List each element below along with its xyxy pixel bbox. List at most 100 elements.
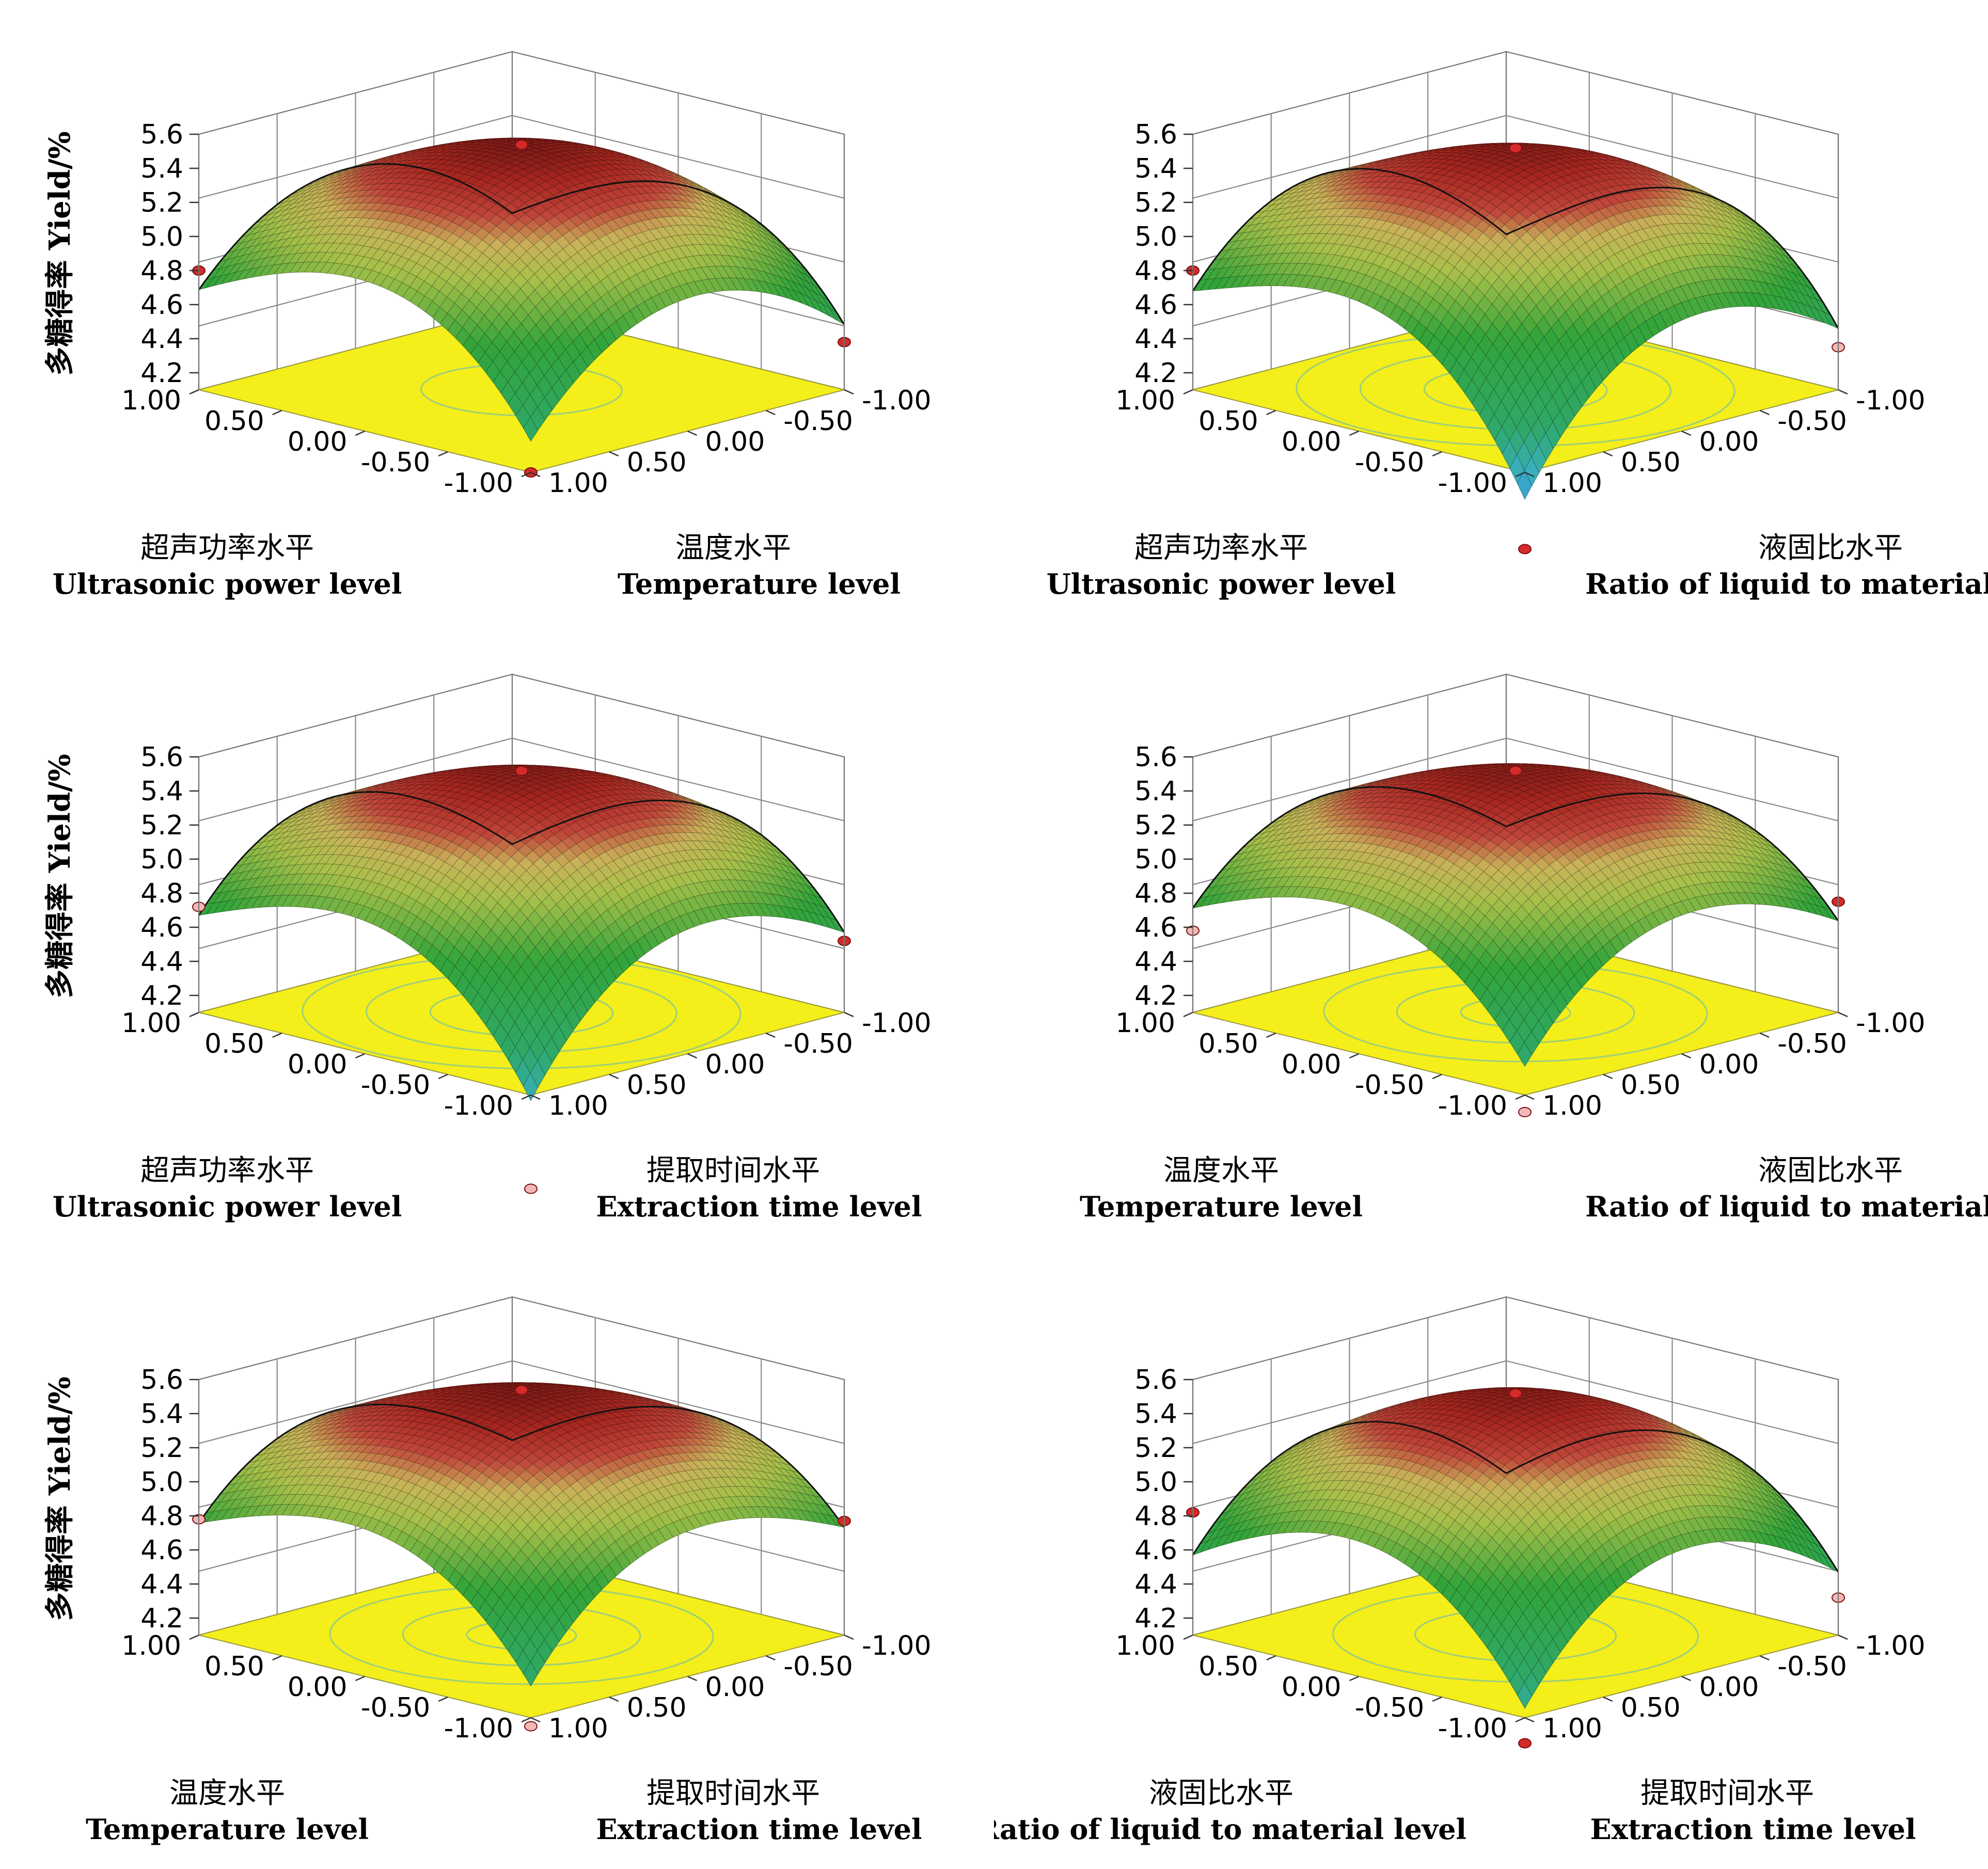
z-tick-label: 4.8 bbox=[140, 1501, 183, 1532]
wall-gridline bbox=[198, 1360, 845, 1444]
x-tick-label: 0.00 bbox=[1282, 1672, 1342, 1703]
surface-plot-panel: 5.6 5.4 5.2 5.0 4.8 4.6 4.4 4.2 1.00 0.50 0.00 -0.5… bbox=[994, 0, 1988, 623]
y-axis-title-cn: 提取时间水平 bbox=[646, 1154, 820, 1187]
z-tick-label: 4.6 bbox=[140, 290, 183, 321]
x-tick-label: 1.00 bbox=[1115, 1630, 1175, 1661]
response-surface bbox=[198, 137, 845, 442]
design-point-marker bbox=[1518, 1738, 1532, 1749]
y-tick-label: -0.50 bbox=[1777, 1028, 1847, 1059]
y-tick-label: -1.00 bbox=[862, 1008, 932, 1039]
surface-edge bbox=[198, 163, 845, 325]
y-axis-title-cn: 温度水平 bbox=[675, 531, 791, 565]
x-axis-title-en: Ratio of liquid to material level bbox=[994, 1813, 1466, 1846]
z-tick-label: 4.2 bbox=[1134, 358, 1177, 389]
y-tick-label: -0.50 bbox=[783, 1028, 853, 1059]
wall-gridline bbox=[198, 115, 845, 199]
x-tick-label: -0.50 bbox=[1355, 447, 1425, 478]
design-point-marker bbox=[515, 766, 528, 776]
z-tick-label: 5.6 bbox=[140, 742, 183, 773]
contour-line bbox=[1332, 1587, 1699, 1683]
x-tick-label: -0.50 bbox=[1355, 1692, 1425, 1723]
y-tick-label: 0.50 bbox=[627, 1692, 687, 1723]
surface-plot-svg: 5.65.45.25.04.84.64.44.2 多糖得率 Yield/% 1.00… bbox=[43, 1296, 932, 1846]
contour-line bbox=[329, 1585, 714, 1685]
response-surface bbox=[198, 1382, 845, 1687]
z-tick-label: 4.8 bbox=[1134, 878, 1177, 909]
z-tick-label: 5.6 bbox=[140, 1365, 183, 1396]
contour-line bbox=[1323, 962, 1708, 1063]
z-axis: 5.65.45.25.04.84.64.44.2 bbox=[140, 742, 199, 1011]
z-tick-label: 5.4 bbox=[1134, 1399, 1177, 1430]
y-tick-label: 0.00 bbox=[705, 1672, 765, 1703]
x-axis-title-en: Ultrasonic power level bbox=[53, 567, 402, 600]
z-axis-title: 多糖得率 Yield/% bbox=[43, 754, 77, 998]
design-point-marker bbox=[524, 1183, 538, 1194]
surface-plot-panel: 5.6 5.4 5.2 5.0 4.8 4.6 4.4 4.2 多糖得率 Yield/% 1.00… bbox=[0, 0, 994, 623]
x-tick-label: 0.50 bbox=[1198, 1028, 1258, 1059]
x-tick-label: 1.00 bbox=[1115, 1008, 1175, 1039]
z-tick-label: 4.6 bbox=[1134, 912, 1177, 943]
x-tick-label: 0.00 bbox=[288, 426, 348, 457]
z-tick-label: 4.2 bbox=[140, 358, 183, 389]
contour-line bbox=[1396, 981, 1635, 1044]
z-tick-label: 5.0 bbox=[1134, 1467, 1177, 1498]
x-axis-title-cn: 温度水平 bbox=[1163, 1154, 1279, 1187]
response-surface bbox=[1192, 763, 1839, 1067]
y-axis-title-en: Temperature level bbox=[618, 567, 901, 600]
y-axis-title-cn: 提取时间水平 bbox=[646, 1777, 820, 1810]
design-point-marker bbox=[1509, 143, 1522, 153]
surface-plot-svg: 5.65.45.25.04.84.64.44.21.000.500.00-0.5… bbox=[1080, 673, 1988, 1223]
x-axis-title-cn: 超声功率水平 bbox=[140, 531, 314, 565]
y-tick-label: -0.50 bbox=[1777, 1651, 1847, 1682]
response-surface bbox=[198, 765, 845, 1101]
z-axis-title: 多糖得率 Yield/% bbox=[43, 131, 77, 375]
x-tick-label: 0.50 bbox=[204, 1028, 264, 1059]
contour-line bbox=[1296, 332, 1735, 447]
surface-plot-panel: 5.6 5.4 5.2 5.0 4.8 4.6 4.4 4.2 1.00 0.50 0.00 -0.5… bbox=[994, 623, 1988, 1245]
y-axis-title-en: Extraction time level bbox=[596, 1190, 922, 1223]
y-tick-label: 1.00 bbox=[1542, 1713, 1602, 1744]
y-tick-label: -1.00 bbox=[1856, 1008, 1926, 1039]
surface-plot-panel: 5.6 5.4 5.2 5.0 4.8 4.6 4.4 4.2 1.00 0.50 0.00 -0.5… bbox=[994, 1245, 1988, 1868]
z-tick-label: 4.8 bbox=[140, 256, 183, 287]
z-tick-label: 4.6 bbox=[140, 1535, 183, 1566]
z-tick-label: 4.2 bbox=[140, 980, 183, 1011]
surface-edge bbox=[1192, 1421, 1839, 1573]
z-tick-label: 5.4 bbox=[1134, 776, 1177, 807]
z-axis: 5.65.45.25.04.84.64.44.2 bbox=[1134, 742, 1193, 1011]
z-tick-label: 5.0 bbox=[140, 221, 183, 252]
z-tick-label: 5.0 bbox=[1134, 844, 1177, 875]
z-tick-label: 4.4 bbox=[1134, 324, 1177, 355]
x-tick-label: 1.00 bbox=[1115, 385, 1175, 416]
z-tick-label: 4.4 bbox=[140, 324, 183, 355]
design-point-marker bbox=[524, 1721, 538, 1732]
surface-plot-panel: 5.6 5.4 5.2 5.0 4.8 4.6 4.4 4.2 多糖得率 Yield/% 1.00… bbox=[0, 1245, 994, 1868]
x-tick-label: -0.50 bbox=[1355, 1070, 1425, 1101]
surface-plot-panel: 5.6 5.4 5.2 5.0 4.8 4.6 4.4 4.2 多糖得率 Yield/% 1.00… bbox=[0, 623, 994, 1245]
z-tick-label: 5.2 bbox=[140, 187, 183, 218]
design-point-marker bbox=[1509, 766, 1522, 776]
x-axis-title-cn: 超声功率水平 bbox=[1134, 531, 1308, 565]
y-axis-title-en: Ratio of liquid to material level bbox=[1585, 567, 1988, 600]
x-tick-label: -1.00 bbox=[444, 1713, 513, 1744]
y-tick-label: 0.00 bbox=[705, 426, 765, 457]
x-tick-label: 0.00 bbox=[1282, 426, 1342, 457]
y-tick-label: -1.00 bbox=[1856, 1630, 1926, 1661]
design-point-marker bbox=[515, 1385, 528, 1396]
z-tick-label: 5.2 bbox=[1134, 187, 1177, 218]
y-tick-label: 1.00 bbox=[1542, 468, 1602, 499]
contour-line bbox=[302, 955, 741, 1070]
z-tick-label: 5.4 bbox=[140, 153, 183, 184]
z-tick-label: 5.2 bbox=[1134, 1433, 1177, 1464]
z-tick-label: 4.4 bbox=[140, 946, 183, 977]
y-tick-label: -0.50 bbox=[783, 406, 853, 437]
z-tick-label: 5.2 bbox=[140, 1433, 183, 1464]
z-tick-label: 5.0 bbox=[140, 844, 183, 875]
x-axis-title-cn: 液固比水平 bbox=[1149, 1777, 1293, 1810]
contour-line bbox=[365, 972, 678, 1053]
x-tick-label: -1.00 bbox=[444, 1090, 513, 1121]
x-axis-title-en: Temperature level bbox=[1080, 1190, 1363, 1223]
